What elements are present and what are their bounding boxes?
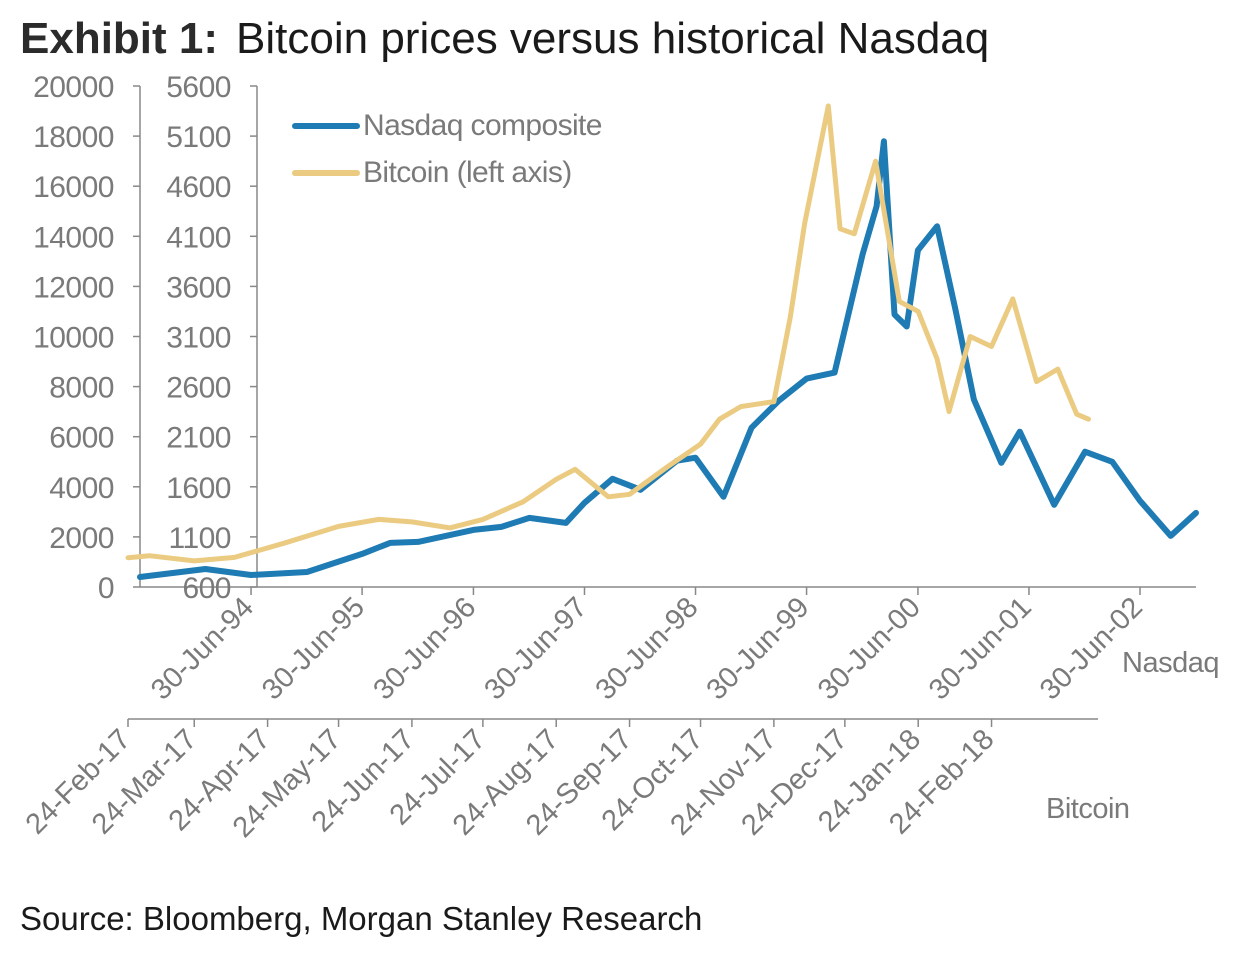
- chart-title: Bitcoin prices versus historical Nasdaq: [236, 14, 990, 63]
- inner-y-tick-label: 2600: [166, 372, 231, 405]
- inner-y-tick-label: 600: [182, 572, 231, 605]
- exhibit-title: Exhibit 1: Bitcoin prices versus historic…: [20, 14, 989, 64]
- nasdaq-x-tick-label: 30-Jun-94: [145, 591, 260, 706]
- left-y-tick-label: 14000: [33, 221, 114, 254]
- left-y-tick-label: 0: [98, 572, 114, 605]
- inner-y-tick-label: 1600: [166, 472, 231, 505]
- left-y-tick-label: 8000: [49, 372, 114, 405]
- left-y-tick-label: 18000: [33, 121, 114, 154]
- bitcoin-axis-label: Bitcoin: [1046, 793, 1130, 825]
- left-y-tick-label: 6000: [49, 422, 114, 455]
- source-note: Source: Bloomberg, Morgan Stanley Resear…: [20, 900, 703, 937]
- legend-label-bitcoin: Bitcoin (left axis): [363, 156, 572, 189]
- nasdaq-x-tick-label: 30-Jun-99: [701, 591, 816, 706]
- left-y-tick-label: 10000: [33, 322, 114, 355]
- chart: 0 2000 4000 6000 8000 10000 12000 14000 16000 180…: [20, 71, 1220, 844]
- left-y-tick-label: 20000: [33, 71, 114, 104]
- nasdaq-x-tick-label: 30-Jun-97: [478, 591, 593, 706]
- nasdaq-x-tick-label: 30-Jun-00: [812, 591, 927, 706]
- legend-label-nasdaq: Nasdaq composite: [363, 109, 602, 142]
- inner-y-tick-label: 5600: [166, 71, 231, 104]
- nasdaq-x-tick-label: 30-Jun-01: [923, 591, 1038, 706]
- left-y-tick-label: 12000: [33, 271, 114, 304]
- left-y-tick-label: 16000: [33, 171, 114, 204]
- left-y-tick-label: 4000: [49, 472, 114, 505]
- nasdaq-x-tick-label: 30-Jun-98: [590, 591, 705, 706]
- inner-y-tick-label: 4600: [166, 171, 231, 204]
- nasdaq-x-tick-label: 30-Jun-95: [256, 591, 371, 706]
- nasdaq-series-line: [137, 138, 1199, 580]
- inner-y-tick-label: 5100: [166, 121, 231, 154]
- inner-y-tick-label: 1100: [168, 522, 231, 555]
- inner-y-tick-label: 4100: [166, 221, 231, 254]
- exhibit-label: Exhibit 1:: [20, 14, 219, 63]
- left-y-tick-label: 2000: [49, 522, 114, 555]
- bitcoin-series-line: [125, 103, 1091, 564]
- inner-y-tick-label: 3600: [166, 271, 231, 304]
- nasdaq-axis-label: Nasdaq: [1122, 647, 1219, 679]
- inner-y-tick-label: 3100: [166, 322, 231, 355]
- inner-y-tick-label: 2100: [166, 422, 231, 455]
- nasdaq-x-tick-label: 30-Jun-96: [367, 591, 482, 706]
